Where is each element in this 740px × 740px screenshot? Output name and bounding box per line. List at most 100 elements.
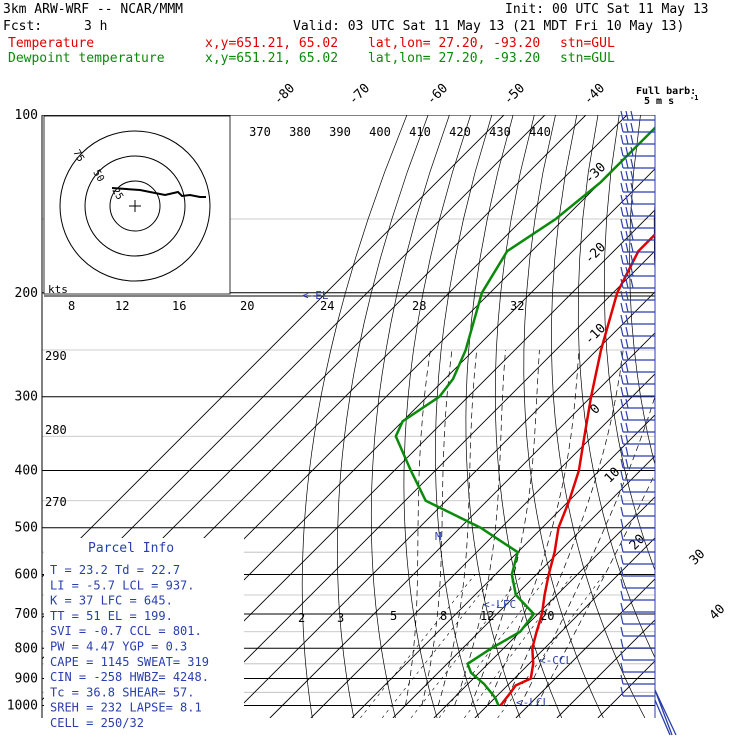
parcel-info-row: PW = 4.47 YGP = 0.3	[50, 640, 187, 654]
wind-barb	[620, 398, 655, 409]
parcel-info-row: T = 23.2 Td = 22.7	[50, 563, 180, 577]
theta-label: 400	[369, 125, 391, 139]
parcel-info-row: CELL = 250/32	[50, 716, 144, 730]
pressure-tick-label: 700	[15, 607, 38, 622]
pressure-tick-label: 400	[15, 464, 38, 479]
mixing-ratio-line	[497, 574, 605, 718]
wind-barb	[620, 326, 655, 337]
mixing-ratio-line	[360, 574, 476, 718]
wind-barb	[620, 242, 655, 253]
parcel-info-panel: Parcel Info T = 23.2 Td = 22.7LI = -5.7 L…	[44, 538, 244, 730]
isotherm-label: -40	[581, 81, 608, 108]
dry-adiabat-line	[301, 115, 408, 718]
pressure-tick-label: 500	[15, 521, 38, 536]
pressure-tick-label: 600	[15, 567, 38, 582]
dry-adiabat-line	[523, 115, 604, 718]
pressure-tick-label: 100	[15, 108, 38, 123]
wind-barb	[620, 350, 655, 361]
isotherm-line	[433, 496, 655, 718]
init-time: Init: 00 UTC Sat 11 May 13	[505, 2, 709, 17]
left-theta-label: 270	[45, 495, 67, 509]
isotherm-line	[392, 455, 655, 718]
hodograph-speed-label: 24	[320, 299, 334, 313]
wind-barb	[620, 110, 655, 121]
temperature-station: stn=GUL	[560, 36, 615, 51]
wind-barb	[620, 578, 655, 589]
wind-barb	[620, 686, 655, 697]
dry-adiabat-line	[465, 115, 521, 718]
hodograph-speed-label: 28	[412, 299, 426, 313]
forecast-hour: 3 h	[84, 19, 108, 34]
wind-barb	[620, 566, 655, 577]
dry-adiabat-line	[577, 115, 655, 659]
ccl-marker: <-CCL	[539, 654, 572, 667]
theta-label: 370	[249, 125, 271, 139]
temperature-legend: Temperature	[8, 36, 95, 51]
wind-barb	[620, 134, 655, 145]
isotherm-label: -50	[501, 81, 528, 108]
isotherm-label: -70	[346, 81, 373, 108]
isotherm-label: 10	[602, 465, 624, 487]
wind-barb	[620, 182, 655, 193]
dry-adiabat-line	[403, 115, 471, 718]
isotherm-label: 40	[707, 602, 729, 624]
pressure-tick-label: 200	[15, 286, 38, 301]
isotherm-label: 30	[687, 547, 709, 569]
theta-label: 380	[289, 125, 311, 139]
moist-adiabat-line	[437, 349, 478, 706]
wind-barb	[620, 434, 655, 445]
wind-barb	[620, 158, 655, 169]
temperature-latlon: lat,lon= 27.20, -93.20	[368, 36, 541, 51]
wind-barb	[620, 590, 655, 601]
hodograph-speed-label: 16	[172, 299, 186, 313]
hodograph-ring	[59, 130, 211, 282]
dry-adiabat-line	[678, 115, 740, 718]
left-theta-label: 290	[45, 349, 67, 363]
wind-barb	[620, 530, 655, 541]
parcel-info-row: CIN = -258 HWBZ= 4248.	[50, 670, 209, 684]
theta-label: 410	[409, 125, 431, 139]
moist-adiabat-line	[405, 349, 431, 706]
parcel-info-background	[44, 538, 244, 724]
temperature-xy: x,y=651.21, 65.02	[205, 36, 339, 51]
pressure-tick-label: 1000	[7, 698, 38, 713]
hodograph-speed-label: 12	[115, 299, 129, 313]
wind-barb	[620, 554, 655, 565]
isotherm-line	[269, 332, 655, 718]
wind-barbs	[620, 110, 655, 697]
dry-adiabat-line	[653, 192, 655, 279]
dewpoint-line	[394, 126, 655, 706]
theta-label: 390	[329, 125, 351, 139]
theta-label: 440	[529, 125, 551, 139]
isotherm-label: -80	[271, 81, 298, 108]
isotherm-line	[187, 250, 655, 718]
barb-key-units: 5 m s	[644, 96, 674, 107]
isotherm-line	[474, 537, 655, 718]
mixing-ratio-label: 3	[337, 611, 344, 625]
wind-barb	[620, 278, 655, 289]
isotherm-label: -60	[424, 81, 451, 108]
parcel-info-row: SREH = 232 LAPSE= 8.1	[50, 701, 202, 715]
parcel-info-row: LI = -5.7 LCL = 937.	[50, 578, 195, 592]
wind-barb	[620, 614, 655, 625]
wind-barb	[620, 266, 655, 277]
pressure-tick-label: 900	[15, 671, 38, 686]
wind-barb	[620, 122, 655, 133]
mixing-ratio-label: 8	[440, 609, 447, 623]
hodograph-ring-label: 75	[70, 148, 86, 164]
isotherm-label: -30	[582, 160, 609, 187]
wind-barb	[620, 518, 655, 529]
wind-barb	[620, 290, 655, 301]
wind-barb	[620, 146, 655, 157]
pressure-tick-label: 800	[15, 641, 38, 656]
wind-barb	[620, 638, 655, 649]
dry-adiabat-line	[551, 115, 646, 718]
barb-key-label: Full barb:	[636, 86, 696, 97]
theta-label: 430	[489, 125, 511, 139]
hodograph-ring-label: 50	[90, 168, 106, 184]
wind-barb	[620, 170, 655, 181]
wind-barb	[620, 422, 655, 433]
el-marker: <-EL	[302, 289, 329, 302]
hodograph-speed-label: 8	[68, 299, 75, 313]
wind-barb	[620, 218, 655, 229]
